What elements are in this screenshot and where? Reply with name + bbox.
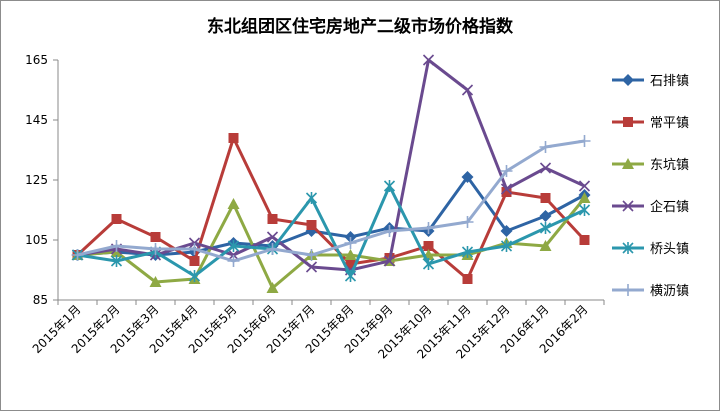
data-point	[578, 204, 591, 216]
series-5	[71, 180, 591, 282]
data-point	[111, 214, 122, 224]
data-point	[539, 210, 552, 222]
data-point	[461, 171, 474, 183]
data-point	[266, 231, 279, 243]
series-line	[77, 197, 586, 290]
legend-entry: 横沥镇	[612, 284, 689, 299]
data-point	[578, 192, 591, 203]
data-point	[149, 243, 162, 255]
data-point	[461, 216, 474, 228]
data-point	[500, 225, 513, 237]
data-point	[539, 222, 552, 234]
y-tick-label: 125	[25, 173, 48, 187]
data-point	[500, 183, 513, 195]
data-point	[461, 84, 474, 96]
legend-entry: 常平镇	[612, 116, 689, 131]
data-point	[461, 246, 474, 258]
data-point	[305, 249, 318, 261]
data-point	[462, 274, 473, 284]
legend-label: 桥头镇	[650, 242, 689, 257]
data-point	[383, 180, 396, 192]
y-tick-label: 105	[25, 233, 48, 247]
legend-swatch-marker	[622, 242, 634, 254]
series-2	[72, 133, 590, 284]
data-point	[383, 225, 396, 237]
legend-label: 企石镇	[650, 199, 689, 215]
data-point	[500, 165, 513, 177]
data-point	[422, 222, 435, 234]
data-point	[539, 240, 552, 251]
data-point	[423, 241, 434, 251]
data-point	[266, 282, 279, 293]
data-point	[227, 240, 240, 252]
data-point	[539, 141, 552, 153]
data-point	[578, 180, 591, 192]
data-point	[500, 240, 513, 252]
data-point	[188, 270, 201, 282]
series-line	[77, 139, 585, 263]
data-point	[345, 259, 356, 269]
chart-title: 东北组团区住宅房地产二级市场价格指数	[207, 17, 513, 37]
data-point	[267, 214, 278, 224]
data-point	[305, 261, 318, 273]
legend-label: 常平镇	[650, 116, 689, 131]
data-point	[344, 237, 357, 249]
data-point	[189, 256, 200, 266]
data-point	[579, 235, 590, 245]
y-tick-label: 85	[33, 293, 48, 307]
y-tick-label: 145	[25, 113, 48, 127]
data-point	[228, 133, 239, 143]
legend-swatch-marker	[622, 200, 634, 212]
legend-entry: 企石镇	[612, 199, 689, 215]
data-point	[344, 249, 357, 260]
data-point	[422, 258, 435, 270]
legend-entry: 东坑镇	[612, 158, 689, 173]
data-point	[266, 243, 279, 255]
series-layer	[71, 54, 591, 293]
legend-swatch-marker	[622, 158, 634, 169]
data-point	[227, 255, 240, 267]
data-point	[149, 276, 162, 287]
data-point	[71, 249, 84, 261]
legend-entry: 石排镇	[612, 74, 689, 89]
data-point	[539, 162, 552, 174]
series-line	[76, 136, 586, 281]
data-point	[305, 192, 318, 204]
legend-label: 东坑镇	[650, 158, 689, 173]
data-point	[150, 232, 161, 242]
legend-label: 石排镇	[650, 74, 689, 89]
legend-swatch-marker	[623, 117, 633, 127]
legend-swatch-marker	[622, 74, 634, 86]
data-point	[110, 240, 123, 252]
series-line	[77, 58, 586, 272]
series-line	[77, 184, 586, 278]
series-6	[71, 135, 591, 267]
data-point	[188, 243, 201, 255]
data-point	[422, 54, 435, 66]
legend-entry: 桥头镇	[612, 242, 689, 257]
legend-label: 横沥镇	[650, 284, 689, 299]
data-point	[501, 187, 512, 197]
data-point	[306, 220, 317, 230]
data-point	[110, 255, 123, 267]
data-point	[540, 193, 551, 203]
data-point	[227, 198, 240, 209]
legend-swatch-marker	[622, 284, 634, 296]
data-point	[383, 255, 396, 267]
data-point	[578, 135, 591, 147]
y-tick-label: 165	[25, 53, 48, 67]
data-point	[344, 270, 357, 282]
